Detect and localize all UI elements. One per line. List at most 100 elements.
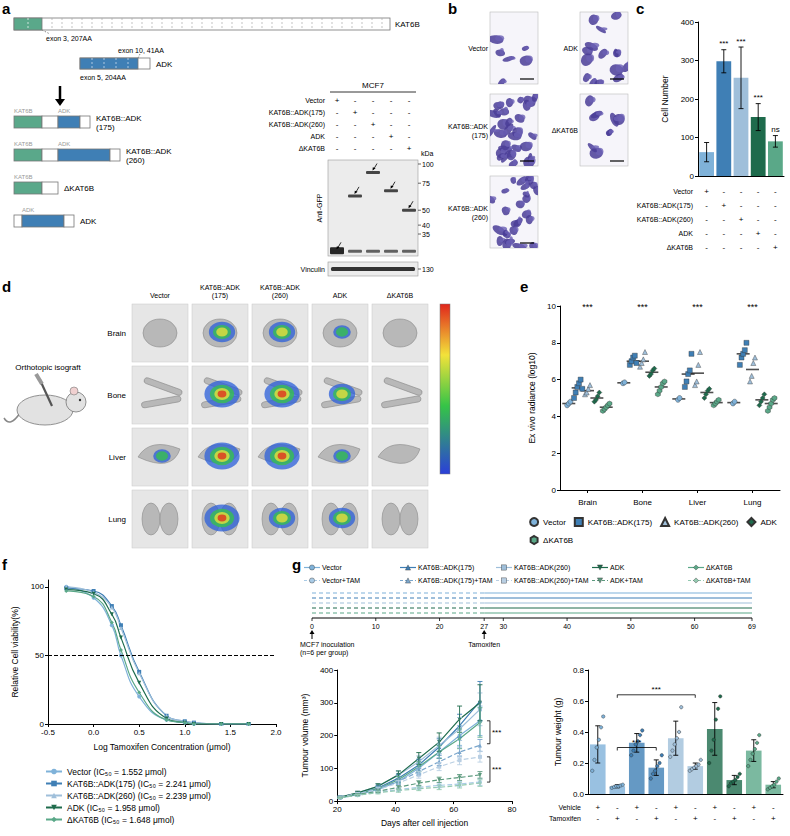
svg-text:1.5: 1.5: [225, 728, 237, 737]
svg-text:***: ***: [492, 728, 501, 737]
svg-text:Lung: Lung: [108, 515, 126, 524]
svg-text:+: +: [634, 803, 639, 812]
svg-text:***: ***: [754, 93, 763, 102]
svg-text:KAT6B::ADK(260): KAT6B::ADK(260): [674, 518, 739, 527]
svg-text:30: 30: [499, 623, 507, 630]
svg-text:MCF7: MCF7: [362, 81, 384, 90]
svg-text:ADK: ADK: [58, 141, 70, 147]
svg-text:+: +: [693, 814, 698, 823]
svg-text:KAT6B::ADK(260) (IC₅₀ = 2.239: KAT6B::ADK(260) (IC₅₀ = 2.239 μmol): [67, 791, 211, 801]
svg-text:(175): (175): [472, 132, 488, 140]
svg-text:+: +: [371, 120, 376, 129]
svg-text:ΔKAT6B: ΔKAT6B: [299, 145, 326, 152]
svg-text:Vector: Vector: [543, 518, 566, 527]
svg-text:-: -: [336, 120, 339, 129]
svg-text:Relative Cell viability(%): Relative Cell viability(%): [10, 606, 20, 697]
svg-text:-0.5: -0.5: [41, 728, 55, 737]
svg-text:***: ***: [492, 765, 501, 774]
svg-text:50: 50: [627, 623, 635, 630]
svg-text:100: 100: [422, 161, 434, 168]
svg-text:***: ***: [719, 39, 728, 48]
svg-text:-: -: [694, 803, 697, 812]
svg-text:0.8: 0.8: [573, 666, 585, 675]
svg-text:0: 0: [310, 623, 314, 630]
svg-text:0.5: 0.5: [134, 728, 146, 737]
svg-text:exon 10, 41AA: exon 10, 41AA: [118, 47, 164, 54]
svg-text:Vector: Vector: [150, 292, 171, 299]
svg-text:-: -: [336, 108, 339, 117]
svg-text:(260): (260): [272, 292, 288, 300]
svg-text:MCF7 inoculation: MCF7 inoculation: [300, 641, 355, 648]
svg-text:Log Tamoxifen Concentration (μ: Log Tamoxifen Concentration (μmol): [93, 742, 230, 752]
svg-text:Vector (IC₅₀ = 1.552 μmol): Vector (IC₅₀ = 1.552 μmol): [67, 767, 167, 777]
svg-text:130: 130: [422, 266, 434, 273]
svg-text:ADK: ADK: [58, 108, 70, 114]
svg-text:-: -: [390, 120, 393, 129]
svg-text:-: -: [408, 108, 411, 117]
svg-text:27: 27: [480, 623, 488, 630]
svg-text:-: -: [713, 814, 716, 823]
svg-text:60: 60: [449, 805, 458, 814]
svg-text:300: 300: [320, 698, 334, 707]
svg-text:-: -: [674, 814, 677, 823]
svg-text:-: -: [616, 803, 619, 812]
svg-text:KAT6B::ADK: KAT6B::ADK: [96, 114, 142, 123]
svg-text:+: +: [407, 144, 412, 153]
svg-text:(175): (175): [212, 292, 228, 300]
svg-text:40: 40: [422, 222, 430, 229]
svg-text:ADK (IC₅₀ = 1.958 μmol): ADK (IC₅₀ = 1.958 μmol): [67, 803, 160, 813]
svg-text:KAT6B::ADK: KAT6B::ADK: [200, 284, 240, 291]
svg-text:80: 80: [508, 805, 517, 814]
svg-text:ADK: ADK: [80, 217, 97, 226]
svg-text:+: +: [389, 132, 394, 141]
svg-text:ΔKAT6B: ΔKAT6B: [543, 536, 573, 545]
svg-text:Cell Number: Cell Number: [660, 75, 670, 122]
svg-text:-: -: [635, 814, 638, 823]
svg-text:400: 400: [320, 666, 334, 675]
svg-text:300: 300: [681, 56, 695, 65]
svg-text:***: ***: [632, 738, 641, 747]
svg-text:-: -: [390, 96, 393, 105]
svg-text:-: -: [752, 814, 755, 823]
svg-text:10: 10: [547, 302, 556, 311]
svg-text:-: -: [354, 96, 357, 105]
svg-text:KAT6B::ADK(260): KAT6B::ADK(260): [269, 121, 325, 129]
svg-text:Vinculin: Vinculin: [301, 266, 325, 273]
svg-text:(175): (175): [96, 123, 115, 132]
svg-text:+: +: [335, 96, 340, 105]
svg-text:Lung: Lung: [744, 498, 762, 507]
svg-text:***: ***: [637, 302, 648, 312]
svg-text:8: 8: [552, 338, 557, 347]
svg-text:Vector: Vector: [305, 97, 326, 104]
svg-text:***: ***: [582, 302, 593, 312]
svg-text:ADK: ADK: [156, 60, 173, 69]
svg-text:-: -: [336, 132, 339, 141]
svg-text:50: 50: [422, 207, 430, 214]
svg-text:0: 0: [690, 172, 695, 181]
svg-text:Anti-GFP: Anti-GFP: [316, 193, 323, 222]
svg-text:40: 40: [391, 805, 400, 814]
svg-text:0: 0: [552, 486, 557, 495]
svg-text:KAT6B::ADK(175): KAT6B::ADK(175): [588, 518, 653, 527]
svg-text:(260): (260): [472, 214, 488, 222]
svg-text:35: 35: [422, 231, 430, 238]
svg-text:***: ***: [736, 37, 745, 46]
svg-text:75: 75: [422, 180, 430, 187]
svg-text:ns: ns: [771, 125, 779, 134]
svg-text:Tumour weight (g): Tumour weight (g): [553, 698, 563, 767]
svg-text:40: 40: [563, 623, 571, 630]
svg-text:Vector: Vector: [468, 45, 489, 52]
svg-text:-: -: [372, 132, 375, 141]
svg-text:ADK: ADK: [22, 207, 34, 213]
svg-text:Orthotopic isograft: Orthotopic isograft: [15, 363, 81, 372]
svg-text:ADK: ADK: [333, 292, 348, 299]
svg-text:Tamoxifen: Tamoxifen: [468, 641, 500, 648]
svg-text:+: +: [732, 814, 737, 823]
svg-text:+: +: [615, 814, 620, 823]
svg-text:-: -: [390, 108, 393, 117]
svg-text:Liver: Liver: [689, 498, 707, 507]
svg-text:6: 6: [552, 375, 557, 384]
svg-text:+: +: [595, 803, 600, 812]
svg-text:ΔKAT6B: ΔKAT6B: [64, 184, 94, 193]
svg-text:ΔKAT6B (IC₅₀ = 1.648 μmol): ΔKAT6B (IC₅₀ = 1.648 μmol): [67, 815, 175, 825]
